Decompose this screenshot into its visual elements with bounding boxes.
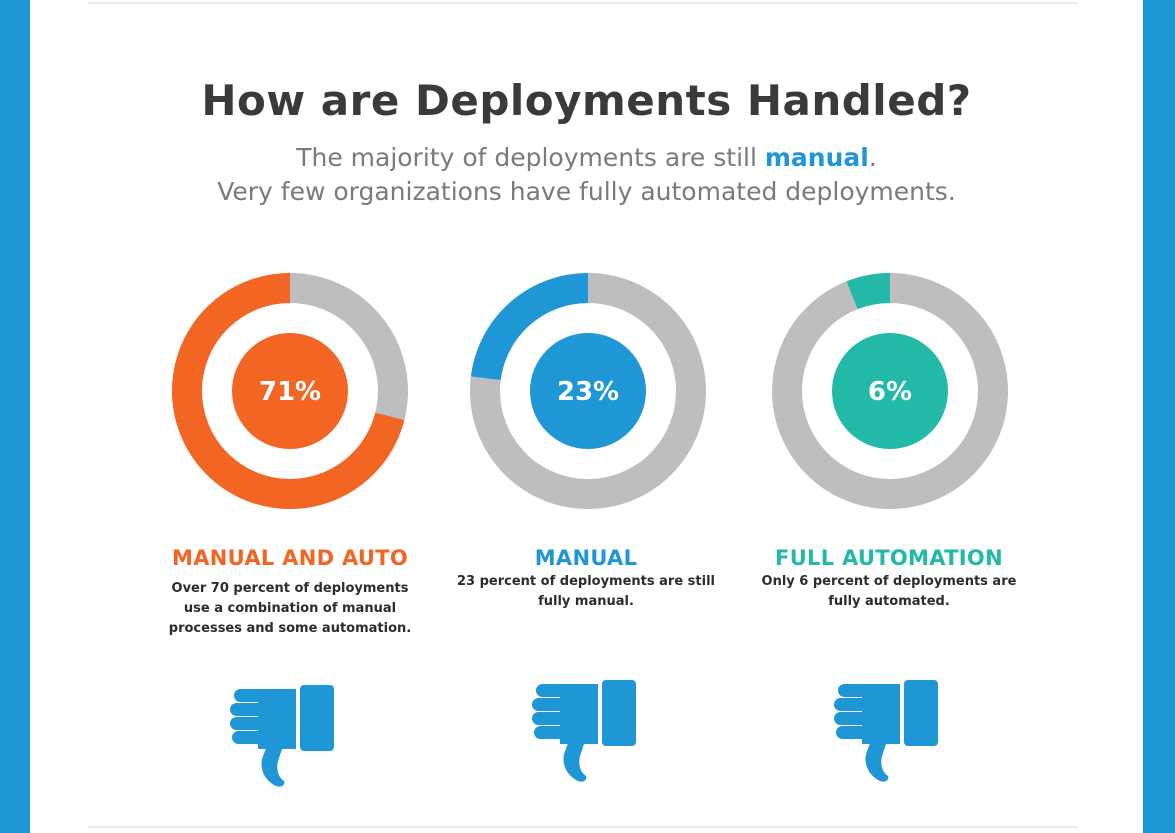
donut-chart-manual: 23% — [470, 273, 706, 509]
donut-chart-full-automation: 6% — [772, 273, 1008, 509]
page-title: How are Deployments Handled? — [201, 76, 972, 125]
category-label-manual: MANUAL — [534, 546, 638, 570]
thumb-digit — [865, 738, 889, 782]
category-description-manual-and-auto: Over 70 percent of deployments use a com… — [168, 581, 412, 636]
thumb-cuff — [602, 680, 636, 746]
donut-value-label-manual-and-auto: 71% — [259, 377, 321, 407]
thumbs-down-icon — [532, 680, 636, 782]
category-description-manual: 23 percent of deployments are still full… — [456, 574, 715, 609]
category-description-full-automation: Only 6 percent of deployments are fully … — [761, 574, 1017, 609]
donut-center-full-automation — [832, 333, 948, 449]
donut-segment-full-automation — [772, 273, 1008, 509]
donut-center-manual — [530, 333, 646, 449]
infographic-panel: How are Deployments Handled? The majorit… — [30, 0, 1143, 833]
thumb-digit — [261, 743, 285, 787]
subtitle-line-1-start: The majority of deployments are still — [296, 143, 765, 172]
thumb-palm — [258, 689, 296, 749]
thumb-palm — [862, 684, 900, 744]
subtitle-line-1: The majority of deployments are still ma… — [30, 141, 1143, 175]
thumb-digit — [563, 738, 587, 782]
subtitle-line-2: Very few organizations have fully automa… — [217, 177, 956, 206]
bottom-divider — [88, 826, 1078, 828]
donut-segment-manual-and-auto — [172, 273, 408, 509]
top-divider — [88, 2, 1078, 4]
thumbs-down-icon — [230, 685, 334, 787]
donut-segment-manual — [470, 273, 706, 509]
donut-center-manual-and-auto — [232, 333, 348, 449]
donut-charts: 71% 23% 6% — [172, 273, 1008, 509]
category-label-manual-and-auto: MANUAL AND AUTO — [172, 546, 408, 570]
thumb-palm — [560, 684, 598, 744]
category-label-full-automation: FULL AUTOMATION — [775, 546, 1003, 570]
subtitle-accent-word: manual — [764, 143, 869, 172]
thumb-cuff — [300, 685, 334, 751]
thumbs-down-icon — [834, 680, 938, 782]
donut-value-label-full-automation: 6% — [868, 377, 912, 407]
thumb-cuff — [904, 680, 938, 746]
donut-chart-manual-and-auto: 71% — [172, 273, 408, 509]
page-subtitle: The majority of deployments are still ma… — [30, 141, 1143, 209]
donut-value-label-manual: 23% — [557, 377, 619, 407]
subtitle-line-1-end: . — [868, 143, 877, 172]
